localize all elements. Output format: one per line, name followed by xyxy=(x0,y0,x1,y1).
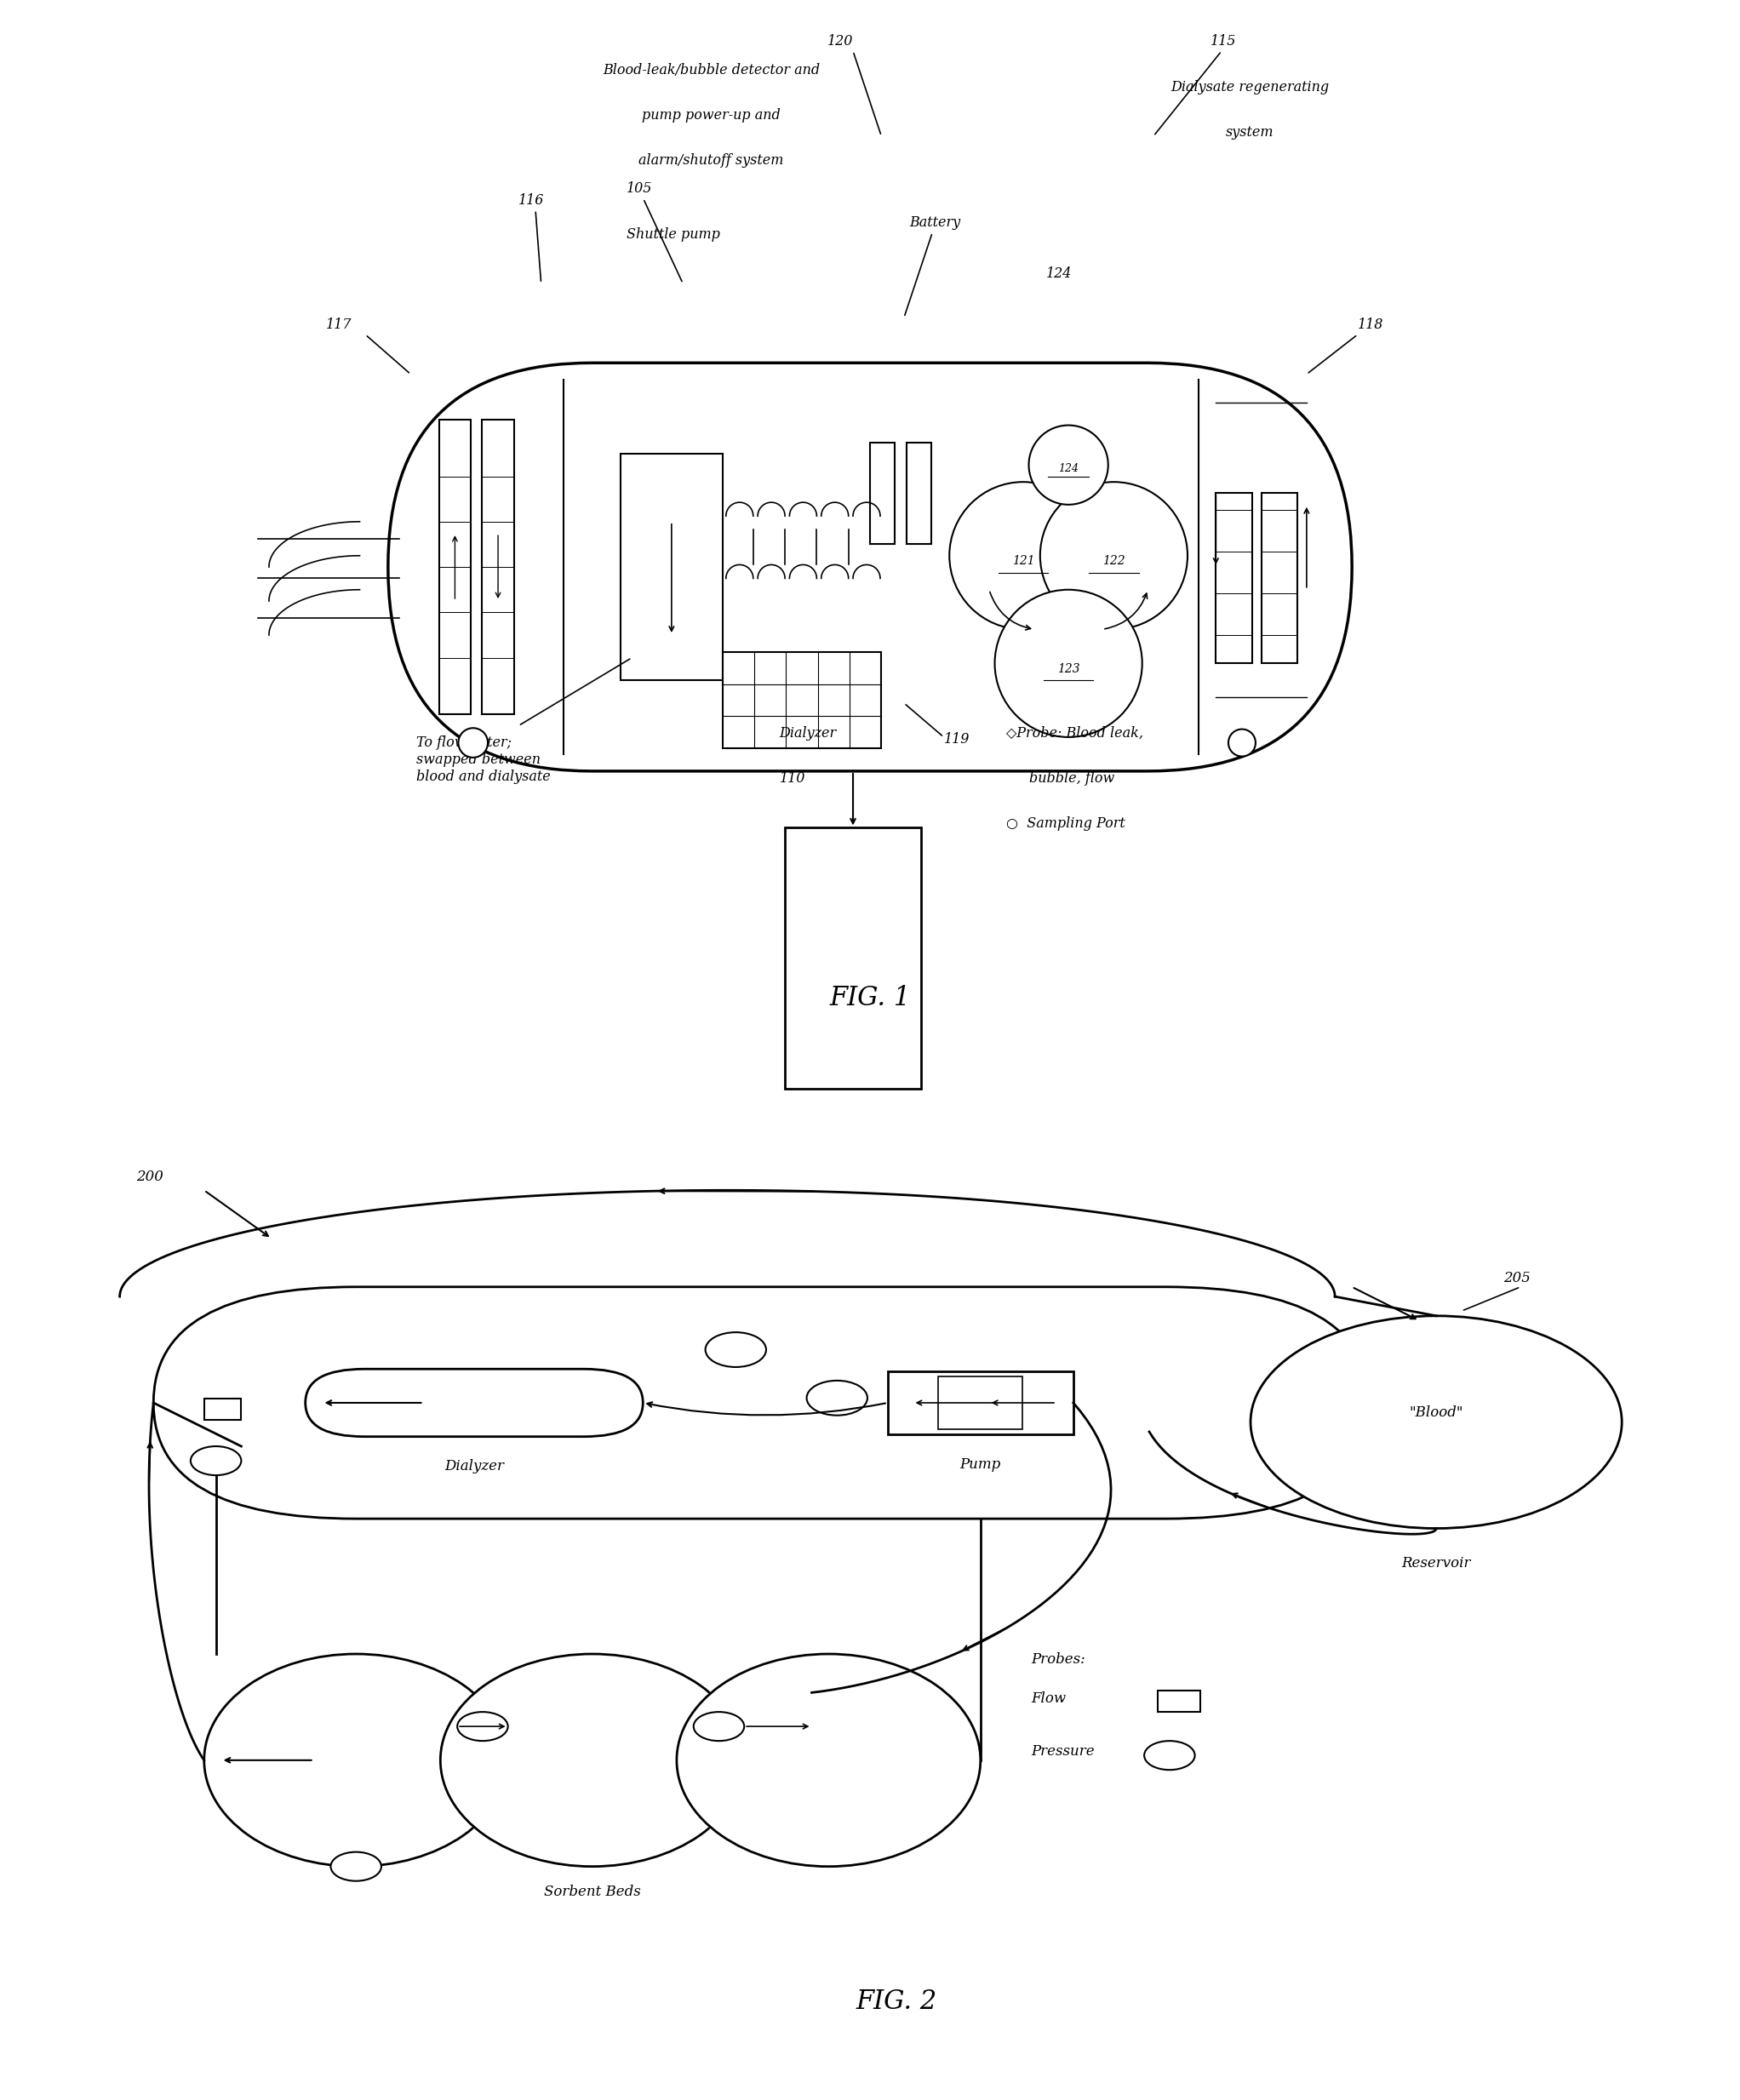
FancyBboxPatch shape xyxy=(306,1369,644,1436)
Bar xyxy=(907,443,931,544)
Text: Pump: Pump xyxy=(960,1457,1000,1472)
Text: "Blood": "Blood" xyxy=(1409,1405,1463,1420)
Text: FIG. 2: FIG. 2 xyxy=(856,1989,936,2014)
Text: FIG. 1: FIG. 1 xyxy=(830,985,910,1010)
Bar xyxy=(785,827,920,1088)
Text: 205: 205 xyxy=(1503,1270,1531,1285)
Bar xyxy=(438,420,472,714)
Text: Reservoir: Reservoir xyxy=(1401,1556,1470,1571)
Circle shape xyxy=(458,1711,508,1741)
Text: ◇Probe: Blood leak,: ◇Probe: Blood leak, xyxy=(1006,727,1143,741)
Circle shape xyxy=(1251,1317,1622,1529)
Text: 120: 120 xyxy=(826,34,853,48)
Circle shape xyxy=(1228,729,1256,756)
Text: alarm/shutoff system: alarm/shutoff system xyxy=(639,153,783,168)
Text: pump power-up and: pump power-up and xyxy=(642,107,781,122)
Bar xyxy=(722,651,882,748)
Text: 124: 124 xyxy=(1058,462,1079,475)
Text: Dialysate regenerating: Dialysate regenerating xyxy=(1171,80,1329,94)
Bar xyxy=(482,420,513,714)
Text: 116: 116 xyxy=(519,193,545,208)
Text: Shuttle pump: Shuttle pump xyxy=(626,227,720,241)
Text: 119: 119 xyxy=(943,731,969,746)
Text: 118: 118 xyxy=(1357,317,1383,332)
Text: Dialyzer: Dialyzer xyxy=(780,727,837,741)
Ellipse shape xyxy=(204,1655,508,1867)
Text: 105: 105 xyxy=(626,183,652,195)
FancyBboxPatch shape xyxy=(153,1287,1369,1518)
Bar xyxy=(887,1371,1074,1434)
Circle shape xyxy=(331,1852,381,1882)
Bar xyxy=(621,454,722,680)
Text: 117: 117 xyxy=(325,317,351,332)
Text: 115: 115 xyxy=(1211,34,1235,48)
Circle shape xyxy=(1028,424,1108,504)
Text: Battery: Battery xyxy=(910,216,960,231)
Text: Sorbent Beds: Sorbent Beds xyxy=(545,1884,640,1898)
Text: ○  Sampling Port: ○ Sampling Port xyxy=(1006,817,1126,832)
Bar xyxy=(1216,494,1253,664)
Text: 123: 123 xyxy=(1058,664,1081,674)
Ellipse shape xyxy=(677,1655,981,1867)
Circle shape xyxy=(950,483,1096,630)
FancyBboxPatch shape xyxy=(388,363,1352,771)
Bar xyxy=(870,443,894,544)
Text: 124: 124 xyxy=(1046,267,1072,281)
Circle shape xyxy=(1145,1741,1195,1770)
Bar xyxy=(938,1376,1023,1430)
Circle shape xyxy=(694,1711,745,1741)
Text: system: system xyxy=(1227,126,1274,139)
Text: Pressure: Pressure xyxy=(1032,1745,1094,1760)
Circle shape xyxy=(705,1331,766,1367)
Text: Blood-leak/bubble detector and: Blood-leak/bubble detector and xyxy=(602,63,820,78)
Text: 200: 200 xyxy=(136,1170,164,1184)
Ellipse shape xyxy=(440,1655,745,1867)
Circle shape xyxy=(191,1447,242,1474)
Text: bubble, flow: bubble, flow xyxy=(1028,771,1114,785)
Text: To flowmeter;
swapped between
blood and dialysate: To flowmeter; swapped between blood and … xyxy=(416,735,550,783)
Circle shape xyxy=(995,590,1141,737)
Text: 110: 110 xyxy=(780,771,806,785)
Circle shape xyxy=(458,729,487,758)
Circle shape xyxy=(807,1380,868,1415)
Text: 121: 121 xyxy=(1011,554,1034,567)
Bar xyxy=(1262,494,1298,664)
Text: 122: 122 xyxy=(1103,554,1126,567)
Text: Flow: Flow xyxy=(1032,1690,1067,1705)
Circle shape xyxy=(1041,483,1187,630)
Bar xyxy=(204,1399,242,1420)
Text: Probes:: Probes: xyxy=(1032,1653,1086,1667)
Bar xyxy=(1157,1690,1201,1712)
Text: Dialyzer: Dialyzer xyxy=(444,1459,505,1474)
